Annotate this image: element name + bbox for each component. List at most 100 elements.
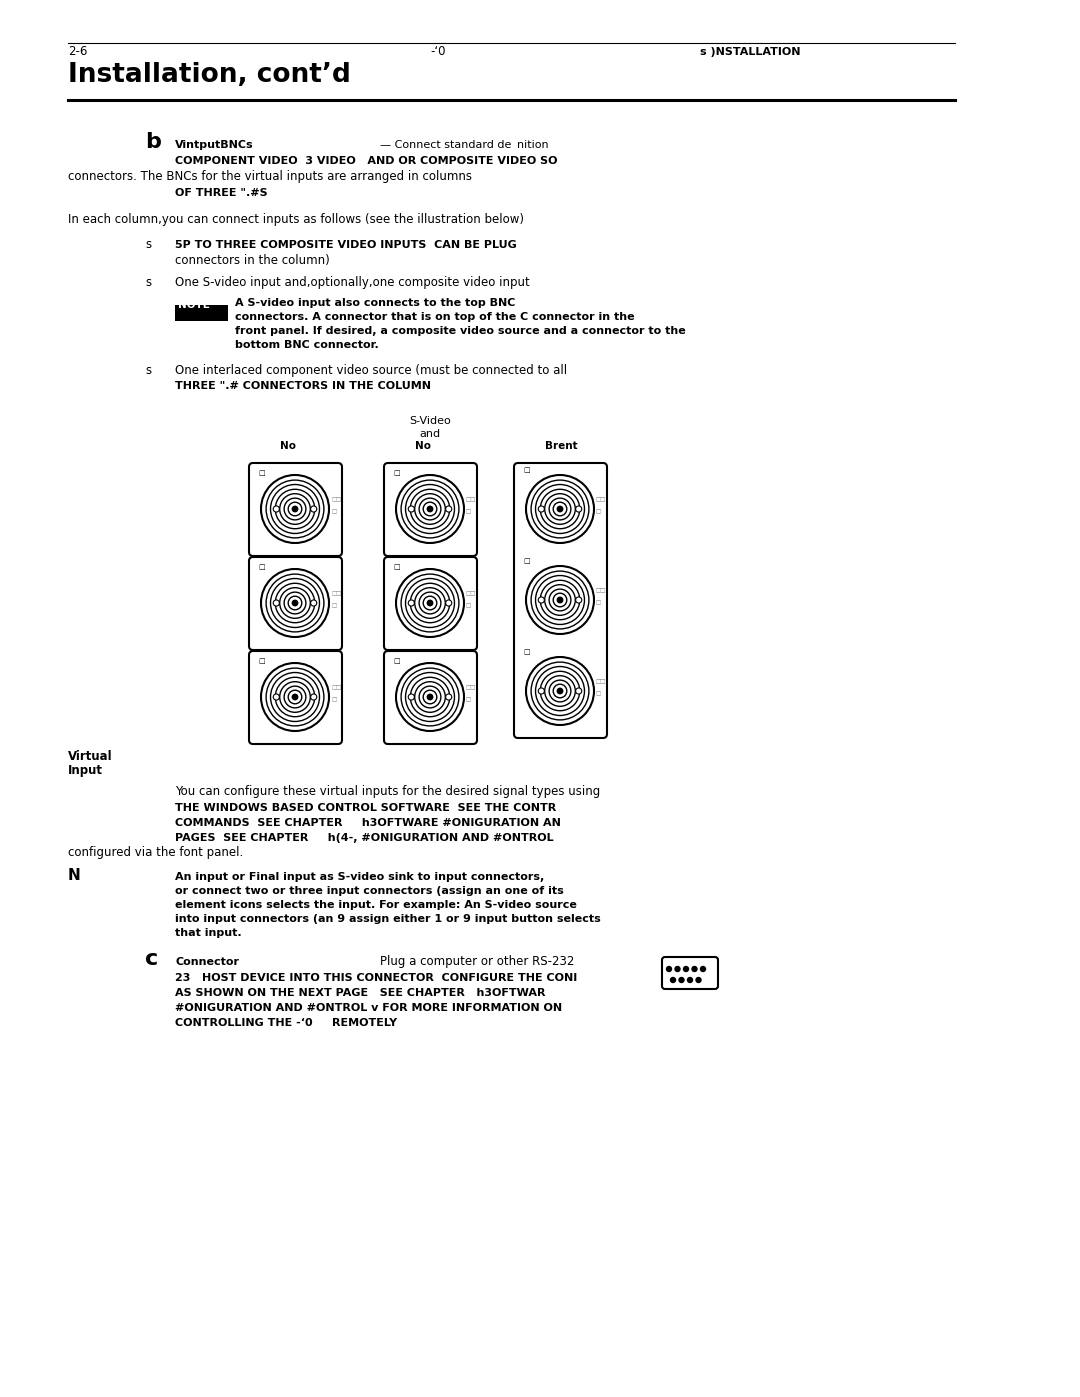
Text: front panel. If desired, a composite video source and a connector to the: front panel. If desired, a composite vid…	[235, 326, 686, 337]
Text: □: □	[596, 509, 602, 514]
Circle shape	[540, 580, 580, 620]
Text: □: □	[523, 557, 529, 564]
Circle shape	[284, 592, 306, 613]
Circle shape	[576, 597, 582, 604]
Circle shape	[405, 672, 455, 721]
Text: One S-video input and,optionally,one composite video input: One S-video input and,optionally,one com…	[175, 277, 530, 289]
Circle shape	[423, 690, 436, 704]
Text: AS SHOWN ON THE NEXT PAGE   SEE CHAPTER   h3OFTWAR: AS SHOWN ON THE NEXT PAGE SEE CHAPTER h3…	[175, 988, 545, 997]
Circle shape	[270, 578, 320, 627]
Circle shape	[280, 493, 310, 524]
Text: Installation, cont’d: Installation, cont’d	[68, 61, 351, 88]
Circle shape	[266, 481, 324, 538]
Circle shape	[280, 588, 310, 619]
Text: — Connect standard de nition: — Connect standard de nition	[380, 140, 549, 149]
Text: □: □	[596, 599, 602, 605]
Text: □□: □□	[330, 685, 341, 690]
FancyBboxPatch shape	[249, 462, 342, 556]
Text: You can configure these virtual inputs for the desired signal types using: You can configure these virtual inputs f…	[175, 785, 600, 798]
Circle shape	[270, 485, 320, 534]
Circle shape	[536, 666, 584, 715]
Circle shape	[288, 502, 301, 515]
Circle shape	[419, 499, 441, 520]
Circle shape	[288, 597, 301, 610]
Text: No: No	[415, 441, 431, 451]
Text: In each column,you can connect inputs as follows (see the illustration below): In each column,you can connect inputs as…	[68, 212, 524, 226]
Text: Connector: Connector	[175, 957, 239, 967]
Circle shape	[428, 506, 433, 511]
Text: □□: □□	[596, 679, 607, 685]
Circle shape	[538, 687, 544, 694]
Text: 5P TO THREE COMPOSITE VIDEO INPUTS  CAN BE PLUG: 5P TO THREE COMPOSITE VIDEO INPUTS CAN B…	[175, 240, 516, 250]
Circle shape	[284, 686, 306, 708]
Text: □: □	[330, 697, 336, 703]
Circle shape	[419, 686, 441, 708]
Text: s: s	[145, 365, 151, 377]
Circle shape	[679, 978, 684, 982]
Circle shape	[275, 678, 314, 717]
Circle shape	[270, 672, 320, 721]
Text: One interlaced component video source (must be connected to all: One interlaced component video source (m…	[175, 365, 567, 377]
Text: VintputBNCs: VintputBNCs	[175, 140, 254, 149]
Circle shape	[526, 475, 594, 543]
Text: □: □	[523, 467, 529, 474]
Text: -‘0: -‘0	[430, 45, 446, 59]
FancyBboxPatch shape	[175, 305, 228, 320]
Text: □: □	[258, 564, 265, 570]
Circle shape	[549, 499, 571, 520]
Circle shape	[526, 566, 594, 634]
Text: CONTROLLING THE -‘0     REMOTELY: CONTROLLING THE -‘0 REMOTELY	[175, 1018, 397, 1028]
Circle shape	[428, 601, 433, 606]
Text: A S-video input also connects to the top BNC: A S-video input also connects to the top…	[235, 298, 515, 307]
Circle shape	[526, 657, 594, 725]
Circle shape	[396, 475, 464, 543]
Text: Plug a computer or other RS-232: Plug a computer or other RS-232	[380, 956, 575, 968]
Text: N: N	[68, 868, 81, 883]
Circle shape	[405, 485, 455, 534]
Circle shape	[415, 682, 445, 712]
Circle shape	[275, 584, 314, 623]
Circle shape	[261, 475, 329, 543]
Text: OF THREE ".#S: OF THREE ".#S	[175, 189, 268, 198]
Text: COMPONENT VIDEO  3 VIDEO   AND OR COMPOSITE VIDEO SO: COMPONENT VIDEO 3 VIDEO AND OR COMPOSITE…	[175, 156, 557, 166]
Circle shape	[549, 590, 571, 610]
Circle shape	[544, 585, 576, 615]
Circle shape	[538, 506, 544, 513]
Circle shape	[538, 597, 544, 604]
Circle shape	[401, 668, 459, 726]
Circle shape	[684, 967, 689, 971]
Circle shape	[408, 506, 415, 513]
Circle shape	[671, 978, 675, 982]
Circle shape	[536, 576, 584, 624]
Text: THE WINDOWS BASED CONTROL SOFTWARE  SEE THE CONTR: THE WINDOWS BASED CONTROL SOFTWARE SEE T…	[175, 803, 556, 813]
Circle shape	[273, 599, 280, 606]
Text: □: □	[393, 564, 400, 570]
Circle shape	[273, 694, 280, 700]
Circle shape	[557, 689, 563, 694]
Circle shape	[531, 571, 589, 629]
FancyBboxPatch shape	[249, 557, 342, 650]
Text: s )NSTALLATION: s )NSTALLATION	[700, 47, 800, 57]
Circle shape	[266, 668, 324, 726]
Circle shape	[549, 680, 571, 701]
Text: □: □	[596, 692, 602, 696]
Circle shape	[666, 967, 672, 971]
Circle shape	[688, 978, 692, 982]
Circle shape	[293, 506, 298, 511]
Circle shape	[553, 594, 567, 606]
Text: into input connectors (an 9 assign either 1 or 9 input button selects: into input connectors (an 9 assign eithe…	[175, 914, 600, 923]
Text: □□: □□	[330, 497, 341, 502]
Circle shape	[576, 687, 582, 694]
Circle shape	[293, 694, 298, 700]
Circle shape	[401, 481, 459, 538]
Circle shape	[446, 694, 451, 700]
Text: THREE ".# CONNECTORS IN THE COLUMN: THREE ".# CONNECTORS IN THE COLUMN	[175, 381, 431, 391]
Text: □: □	[523, 650, 529, 655]
Circle shape	[273, 506, 280, 513]
Text: No: No	[280, 441, 296, 451]
Circle shape	[410, 584, 449, 623]
Text: 2-6: 2-6	[68, 45, 87, 59]
Circle shape	[536, 485, 584, 534]
Text: bottom BNC connector.: bottom BNC connector.	[235, 339, 379, 351]
Circle shape	[446, 599, 451, 606]
